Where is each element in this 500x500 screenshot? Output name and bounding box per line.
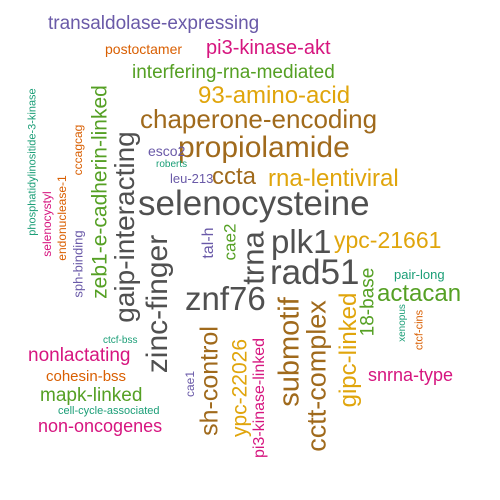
word: transaldolase-expressing	[48, 13, 260, 34]
word: pi3-kinase-akt	[206, 37, 331, 59]
word: znf76	[185, 280, 266, 317]
word: pi3-kinase-linked	[251, 337, 268, 459]
word: sph-binding	[70, 230, 86, 298]
word: submotif	[273, 297, 306, 407]
word: interfering-rna-mediated	[132, 62, 335, 83]
word: chaperone-encoding	[140, 104, 378, 134]
word: leu-213	[170, 171, 214, 186]
word: zeb1-e-cadherin-linked	[88, 85, 112, 299]
word: endonuclease-1	[55, 175, 69, 261]
word: propiolamide	[178, 131, 350, 164]
word: non-oncogenes	[38, 416, 163, 436]
word: ypc-22026	[228, 338, 252, 438]
word: postoctamer	[105, 41, 183, 57]
word: roberts	[156, 159, 188, 170]
word: cohesin-bss	[46, 368, 127, 385]
word: pair-long	[394, 267, 445, 282]
word: selenocystyl	[40, 191, 54, 257]
word: ypc-21661	[334, 227, 442, 253]
word: ctcf-cins	[413, 309, 426, 351]
word: phosphatidylinositide-3-kinase	[26, 88, 39, 236]
word: esco2	[148, 143, 186, 159]
word: rad51	[270, 253, 360, 292]
word: mapk-linked	[40, 385, 143, 406]
word: cctt-complex	[301, 300, 332, 452]
word: cae1	[183, 370, 197, 398]
word: cccagcag	[71, 124, 85, 176]
word: ccta	[212, 163, 257, 190]
word: 18-base	[357, 267, 379, 337]
word: selenocysteine	[138, 184, 370, 223]
word: snrna-type	[368, 365, 454, 385]
word: plk1	[271, 223, 332, 260]
word: gaip-interacting	[109, 131, 140, 323]
word: xenopus	[397, 304, 408, 342]
word: zinc-finger	[141, 234, 174, 374]
word: rna-lentiviral	[268, 165, 399, 192]
word: tal-h	[200, 227, 217, 259]
word: trna	[235, 231, 271, 285]
word: 93-amino-acid	[198, 82, 351, 109]
word: actacan	[377, 280, 462, 307]
word: sh-control	[195, 326, 224, 436]
word: ctcf-bss	[103, 335, 138, 346]
word: cell-cycle-associated	[58, 405, 160, 417]
word: nonlactating	[28, 345, 131, 366]
